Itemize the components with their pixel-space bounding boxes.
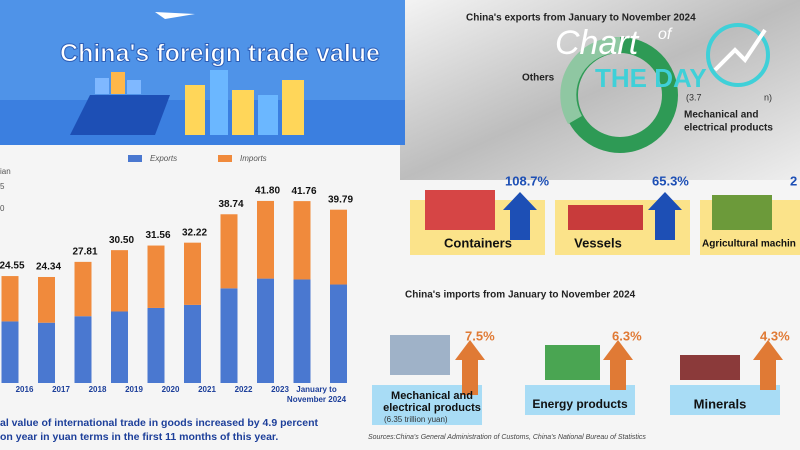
y-axis-label: ian: [0, 167, 11, 176]
note-line: al value of international trade in goods…: [0, 417, 319, 429]
city: [185, 70, 304, 135]
bar-segment: [293, 279, 311, 383]
bar-segment: [330, 209, 347, 285]
legend-label: Imports: [240, 154, 267, 163]
card-change: 65.3%: [652, 173, 689, 188]
legend-swatch: [218, 155, 232, 162]
import-cards: Mechanical and electrical products (6.35…: [372, 328, 790, 425]
x-tick-label: 2020: [162, 385, 180, 394]
x-tick-label: January to: [296, 385, 337, 394]
right-top-bg: [400, 0, 800, 180]
card-change: 7.5%: [465, 328, 495, 343]
arrow: [503, 192, 537, 240]
bar-segment: [220, 288, 238, 383]
card-change: 6.3%: [612, 328, 642, 343]
total-label: 41.76: [291, 186, 316, 197]
card-label: Agricultural machin: [702, 239, 796, 250]
bar-segment: [111, 250, 128, 312]
x-tick-label: 2017: [52, 385, 70, 394]
donut-segment: [560, 36, 621, 124]
card-change: 4.3%: [760, 328, 790, 343]
total-label: 38.74: [218, 199, 243, 210]
vessel-icon: [568, 205, 643, 230]
main-export: Mechanical and: [684, 110, 758, 121]
bar-segment: [293, 201, 311, 280]
logo-text: of: [658, 26, 673, 43]
solar-icon: [545, 345, 600, 380]
others-label: Others: [522, 73, 555, 84]
total-label: 24.55: [0, 261, 25, 272]
bar-segment: [74, 261, 92, 317]
bar-segment: [330, 284, 347, 383]
y-tick-label: 0: [0, 204, 5, 213]
logo-text: THE DAY: [595, 63, 707, 93]
minerals-icon: [680, 355, 740, 380]
card-label: Minerals: [694, 396, 747, 411]
ship: [70, 95, 170, 135]
container-icon: [425, 190, 495, 230]
y-tick-label: 5: [0, 182, 5, 191]
total-label: 27.81: [72, 247, 97, 258]
bar-segment: [1, 321, 19, 383]
machine-icon: [390, 335, 450, 375]
bar-segment: [184, 304, 201, 383]
card-label: Vessels: [574, 235, 622, 250]
export-cards: Containers 108.7% Vessels 65.3% Agricult…: [410, 173, 800, 255]
bar-chart: 5 0 Exports Imports 24.55 24.34 2016 27.81 2017 3…: [0, 154, 353, 404]
x-tick-label: 2016: [16, 385, 34, 394]
total-label: 30.50: [109, 235, 134, 246]
card-change: 2: [790, 173, 797, 188]
main-export: electrical products: [684, 123, 773, 134]
x-tick-label: 2023: [271, 385, 289, 394]
machine-icon: [712, 195, 772, 230]
sources: Sources:China's General Administration o…: [368, 434, 646, 441]
bar-segment: [220, 214, 238, 289]
bar-segment: [147, 307, 165, 383]
card-label: Containers: [444, 235, 512, 250]
bar-segment: [257, 200, 274, 279]
note-line: on year in yuan terms in the first 11 mo…: [0, 431, 278, 443]
logo: Chart of THE DAY: [555, 23, 770, 93]
card-sub: (6.35 trillion yuan): [384, 415, 448, 424]
arrow: [753, 340, 783, 390]
x-tick-label: 2021: [198, 385, 216, 394]
containers-stack: [95, 72, 141, 94]
bar-segment: [147, 245, 165, 308]
x-tick-label: 2019: [125, 385, 143, 394]
bar-segment: [257, 278, 274, 383]
logo-text: Chart: [555, 24, 640, 62]
bar-segment: [184, 242, 201, 305]
total-label: 32.22: [182, 227, 207, 238]
card-label: Mechanical and: [391, 390, 473, 402]
legend-label: Exports: [150, 154, 177, 163]
header-title: China's foreign trade value: [60, 40, 380, 68]
legend-swatch: [128, 155, 142, 162]
arrow: [648, 192, 682, 240]
x-tick-label: November 2024: [287, 395, 347, 404]
bar-segment: [111, 311, 128, 383]
total-label: 39.79: [328, 194, 353, 205]
imports-title: China's imports from January to November…: [405, 290, 636, 301]
total-label: 24.34: [36, 262, 61, 273]
plane: [155, 12, 195, 19]
arrow: [455, 340, 485, 395]
bar-segment: [74, 316, 92, 383]
total-label: 41.80: [255, 186, 280, 197]
total-label: 31.56: [145, 230, 170, 241]
x-tick-label: 2018: [89, 385, 107, 394]
bar-segment: [1, 276, 19, 322]
bar-segment: [38, 322, 55, 383]
exports-title: China's exports from January to November…: [466, 13, 696, 24]
card-label: electrical products: [383, 402, 481, 414]
bar-segment: [38, 276, 55, 323]
arrow: [603, 340, 633, 390]
amount: (3.7: [686, 92, 702, 102]
card-label: Energy products: [532, 397, 628, 411]
card-change: 108.7%: [505, 173, 550, 188]
amount-end: n): [764, 92, 772, 102]
x-tick-label: 2022: [235, 385, 253, 394]
